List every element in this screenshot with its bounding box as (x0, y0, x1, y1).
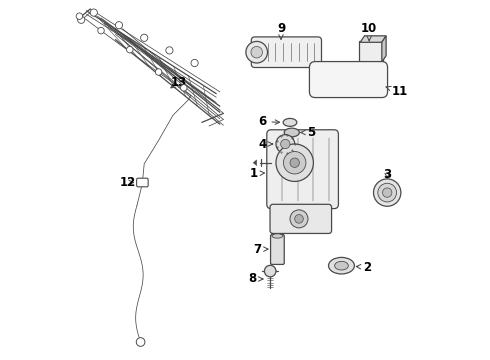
Text: 6: 6 (258, 115, 280, 128)
FancyBboxPatch shape (267, 130, 339, 209)
Circle shape (276, 135, 294, 153)
Text: 4: 4 (258, 138, 272, 150)
Circle shape (290, 158, 299, 167)
Circle shape (290, 210, 308, 228)
Ellipse shape (335, 261, 348, 270)
Text: 3: 3 (383, 168, 391, 181)
FancyBboxPatch shape (251, 37, 321, 68)
Ellipse shape (328, 257, 354, 274)
Circle shape (155, 69, 162, 75)
Circle shape (116, 22, 122, 29)
Circle shape (378, 183, 396, 202)
Circle shape (191, 59, 198, 67)
Circle shape (383, 188, 392, 197)
Polygon shape (360, 36, 386, 42)
Circle shape (90, 9, 98, 16)
Polygon shape (253, 160, 257, 166)
Text: 2: 2 (356, 261, 371, 274)
Text: 10: 10 (361, 22, 377, 41)
Ellipse shape (284, 128, 299, 137)
Polygon shape (382, 36, 386, 62)
FancyBboxPatch shape (137, 178, 148, 187)
Circle shape (251, 46, 263, 58)
Ellipse shape (283, 118, 297, 126)
Ellipse shape (272, 234, 283, 238)
FancyBboxPatch shape (310, 62, 388, 98)
Circle shape (141, 34, 148, 41)
Circle shape (77, 16, 85, 23)
Text: 5: 5 (301, 126, 316, 139)
Circle shape (126, 46, 133, 53)
Text: 9: 9 (277, 22, 285, 39)
Circle shape (98, 27, 104, 34)
Circle shape (246, 41, 268, 63)
Text: 7: 7 (253, 243, 268, 256)
Circle shape (180, 85, 187, 91)
Text: 8: 8 (248, 273, 263, 285)
Circle shape (76, 13, 83, 19)
FancyBboxPatch shape (270, 204, 332, 234)
Circle shape (166, 47, 173, 54)
Circle shape (136, 338, 145, 346)
Text: 11: 11 (386, 85, 408, 98)
Circle shape (373, 179, 401, 206)
Text: 1: 1 (250, 167, 265, 180)
Circle shape (294, 215, 303, 223)
FancyBboxPatch shape (359, 41, 383, 63)
Text: 12: 12 (120, 176, 136, 189)
Circle shape (283, 152, 306, 174)
Text: 13: 13 (171, 76, 187, 89)
Circle shape (281, 139, 290, 149)
Circle shape (265, 265, 276, 277)
FancyBboxPatch shape (270, 235, 284, 264)
Circle shape (276, 144, 314, 181)
